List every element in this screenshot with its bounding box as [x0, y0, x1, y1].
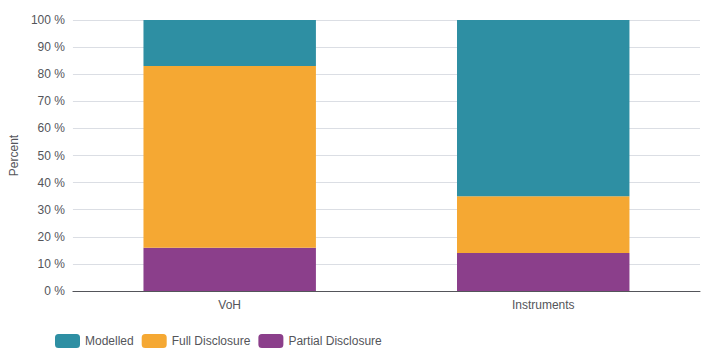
svg-text:70 %: 70 % [38, 94, 66, 108]
svg-text:0 %: 0 % [44, 284, 65, 298]
svg-text:50 %: 50 % [38, 149, 66, 163]
svg-text:20 %: 20 % [38, 230, 66, 244]
svg-text:Percent: Percent [7, 134, 21, 176]
svg-text:90 %: 90 % [38, 40, 66, 54]
svg-text:80 %: 80 % [38, 67, 66, 81]
svg-text:30 %: 30 % [38, 203, 66, 217]
svg-text:10 %: 10 % [38, 257, 66, 271]
svg-text:Instruments: Instruments [512, 298, 575, 312]
svg-text:40 %: 40 % [38, 176, 66, 190]
svg-text:VoH: VoH [218, 298, 241, 312]
svg-text:Modelled: Modelled [85, 334, 134, 348]
svg-text:60 %: 60 % [38, 121, 66, 135]
svg-text:Full Disclosure: Full Disclosure [172, 334, 251, 348]
svg-text:Partial Disclosure: Partial Disclosure [288, 334, 382, 348]
svg-text:100 %: 100 % [31, 13, 65, 27]
